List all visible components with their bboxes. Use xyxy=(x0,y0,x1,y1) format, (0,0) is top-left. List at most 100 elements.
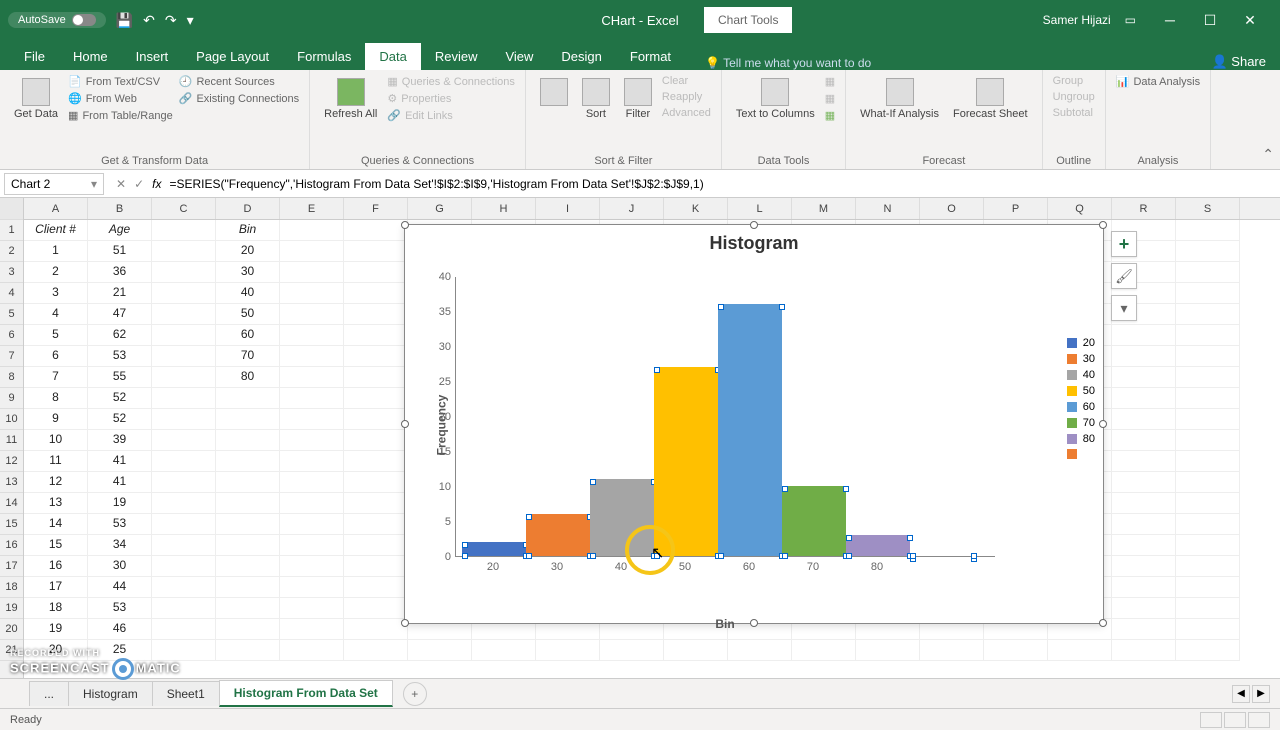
cell[interactable] xyxy=(344,640,408,661)
cell[interactable]: 1 xyxy=(24,241,88,262)
cell[interactable] xyxy=(1112,598,1176,619)
maximize-icon[interactable]: ☐ xyxy=(1190,0,1230,40)
cell[interactable] xyxy=(1112,493,1176,514)
cell[interactable] xyxy=(1112,556,1176,577)
cell[interactable]: 70 xyxy=(216,346,280,367)
whatif-button[interactable]: What-If Analysis xyxy=(856,74,943,124)
cell[interactable] xyxy=(1176,262,1240,283)
col-header[interactable]: O xyxy=(920,198,984,219)
col-header[interactable]: H xyxy=(472,198,536,219)
cell[interactable] xyxy=(216,409,280,430)
cell[interactable] xyxy=(1176,325,1240,346)
cell[interactable] xyxy=(280,472,344,493)
cell[interactable] xyxy=(280,598,344,619)
forecast-sheet-button[interactable]: Forecast Sheet xyxy=(949,74,1032,124)
cell[interactable]: 41 xyxy=(88,451,152,472)
cell[interactable] xyxy=(1112,325,1176,346)
cell[interactable] xyxy=(1176,220,1240,241)
cell[interactable]: 7 xyxy=(24,367,88,388)
tab-home[interactable]: Home xyxy=(59,43,122,70)
cell[interactable] xyxy=(152,220,216,241)
cell[interactable]: 53 xyxy=(88,514,152,535)
name-box[interactable]: Chart 2▾ xyxy=(4,173,104,195)
cell[interactable] xyxy=(664,640,728,661)
chart-styles-button[interactable]: 🖌 xyxy=(1111,263,1137,289)
cell[interactable] xyxy=(1176,430,1240,451)
cell[interactable] xyxy=(1176,640,1240,661)
qat-dropdown-icon[interactable]: ▾ xyxy=(187,12,194,29)
cell[interactable] xyxy=(1112,451,1176,472)
cell[interactable] xyxy=(280,262,344,283)
close-icon[interactable]: ✕ xyxy=(1230,0,1270,40)
cell[interactable]: 4 xyxy=(24,304,88,325)
cell[interactable] xyxy=(280,535,344,556)
chart-bar[interactable] xyxy=(526,514,590,556)
row-header[interactable]: 14 xyxy=(0,493,23,514)
cell[interactable]: 52 xyxy=(88,388,152,409)
chart-bar[interactable] xyxy=(654,367,718,556)
tab-data[interactable]: Data xyxy=(365,43,420,70)
row-header[interactable]: 6 xyxy=(0,325,23,346)
scroll-left-icon[interactable]: ◀ xyxy=(1232,685,1250,703)
cell[interactable]: 51 xyxy=(88,241,152,262)
cell[interactable] xyxy=(344,262,408,283)
text-to-columns-button[interactable]: Text to Columns xyxy=(732,74,819,124)
cell[interactable] xyxy=(792,640,856,661)
cell[interactable] xyxy=(1112,409,1176,430)
chart-legend[interactable]: 20304050607080 xyxy=(1067,335,1095,461)
cell[interactable]: 13 xyxy=(24,493,88,514)
chart-title[interactable]: Histogram xyxy=(405,225,1103,262)
cell[interactable] xyxy=(152,325,216,346)
cell[interactable] xyxy=(344,220,408,241)
cell[interactable] xyxy=(1176,409,1240,430)
col-header[interactable]: K xyxy=(664,198,728,219)
cell[interactable] xyxy=(280,220,344,241)
cell[interactable] xyxy=(216,430,280,451)
autosave-toggle[interactable]: AutoSave xyxy=(8,12,106,28)
row-header[interactable]: 1 xyxy=(0,220,23,241)
legend-item[interactable]: 70 xyxy=(1067,415,1095,431)
cell[interactable] xyxy=(1112,577,1176,598)
chart-bar[interactable] xyxy=(462,542,526,556)
cell[interactable] xyxy=(1176,304,1240,325)
existing-conn-button[interactable]: 🔗 Existing Connections xyxy=(179,91,299,106)
cell[interactable] xyxy=(1176,388,1240,409)
cell[interactable]: Client # xyxy=(24,220,88,241)
tab-format[interactable]: Format xyxy=(616,43,685,70)
cell[interactable] xyxy=(1176,367,1240,388)
cell[interactable]: 19 xyxy=(24,619,88,640)
undo-icon[interactable]: ↶ xyxy=(143,12,155,29)
col-header[interactable]: A xyxy=(24,198,88,219)
cell[interactable] xyxy=(280,577,344,598)
collapse-ribbon-icon[interactable]: ⌃ xyxy=(1262,146,1274,163)
share-button[interactable]: 👤 Share xyxy=(1212,54,1267,70)
cell[interactable] xyxy=(1112,514,1176,535)
cell[interactable] xyxy=(408,640,472,661)
chart-elements-button[interactable]: + xyxy=(1111,231,1137,257)
col-header[interactable]: P xyxy=(984,198,1048,219)
cell[interactable] xyxy=(1176,493,1240,514)
cell[interactable] xyxy=(216,640,280,661)
cell[interactable] xyxy=(1112,640,1176,661)
formula-input[interactable] xyxy=(167,175,1280,193)
cell[interactable] xyxy=(216,598,280,619)
save-icon[interactable]: 💾 xyxy=(116,12,133,29)
col-header[interactable]: L xyxy=(728,198,792,219)
chart-bar[interactable] xyxy=(846,535,910,556)
chart-bar[interactable] xyxy=(718,304,782,556)
cell[interactable] xyxy=(152,304,216,325)
cell[interactable] xyxy=(152,535,216,556)
select-all-corner[interactable] xyxy=(0,198,23,220)
chart-filter-button[interactable]: ▾ xyxy=(1111,295,1137,321)
user-name[interactable]: Samer Hijazi xyxy=(1043,13,1111,27)
row-header[interactable]: 10 xyxy=(0,409,23,430)
cell[interactable] xyxy=(344,241,408,262)
cell[interactable] xyxy=(216,556,280,577)
tab-page-layout[interactable]: Page Layout xyxy=(182,43,283,70)
col-header[interactable]: D xyxy=(216,198,280,219)
chart-bar[interactable] xyxy=(590,479,654,556)
cell[interactable]: 12 xyxy=(24,472,88,493)
cell[interactable] xyxy=(1176,346,1240,367)
cell[interactable] xyxy=(280,430,344,451)
recent-sources-button[interactable]: 🕘 Recent Sources xyxy=(179,74,299,89)
